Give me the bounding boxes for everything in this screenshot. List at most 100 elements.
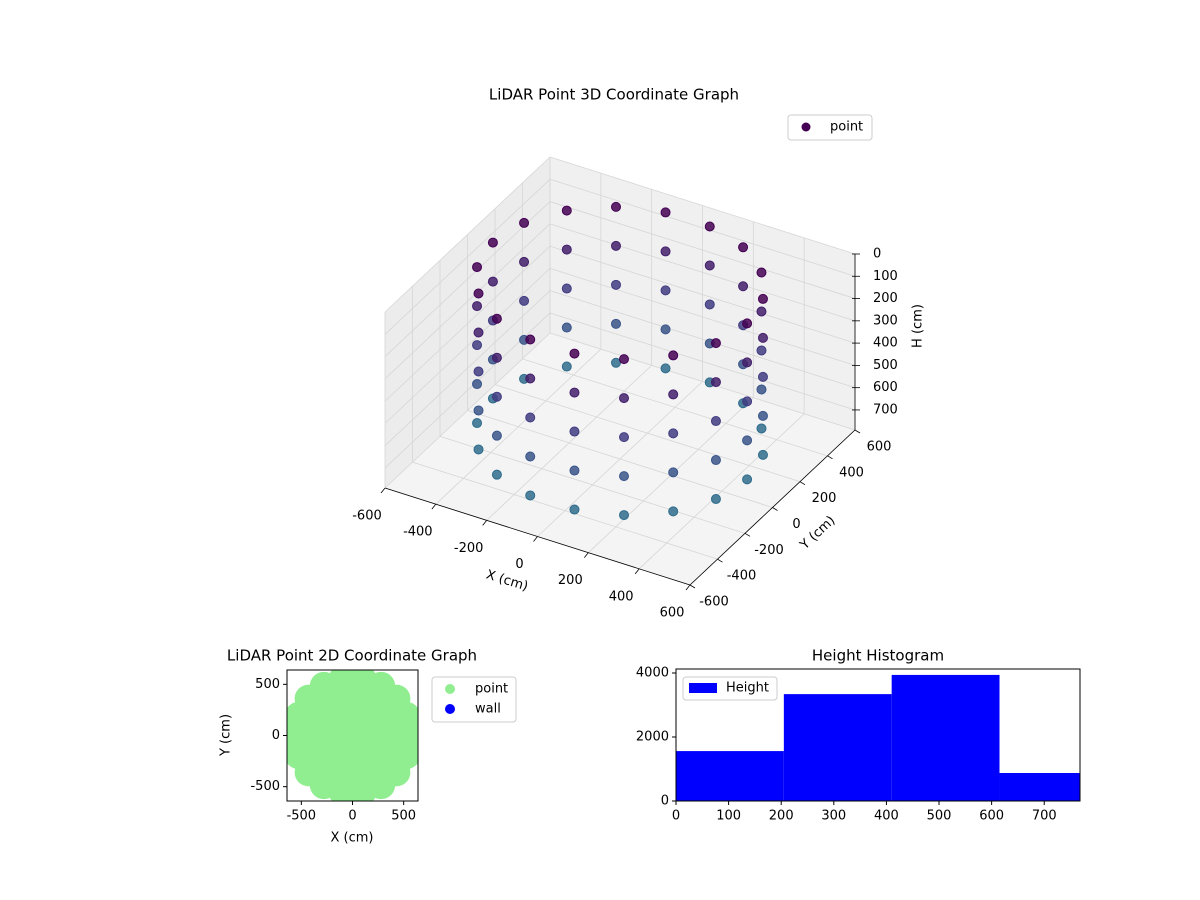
y-tick-label: 4000 <box>636 666 669 681</box>
point <box>561 361 572 372</box>
tick-mark <box>854 429 861 434</box>
point <box>525 334 536 345</box>
point <box>742 318 753 329</box>
point <box>473 327 484 338</box>
point <box>491 391 502 402</box>
point <box>473 444 484 455</box>
x-tick-label: 200 <box>769 809 794 824</box>
point <box>757 332 768 343</box>
bar <box>891 674 1000 801</box>
grid-line <box>549 290 856 389</box>
point <box>561 205 572 216</box>
point <box>491 469 502 480</box>
x-tick-label: 600 <box>979 809 1004 824</box>
x-tick-label: 0 <box>672 809 680 824</box>
tick-mark <box>827 455 833 460</box>
point <box>519 295 530 306</box>
bar <box>999 773 1080 801</box>
point <box>738 242 749 253</box>
x-tick-label: 600 <box>660 606 685 621</box>
x-tick-label: 400 <box>874 809 899 824</box>
point <box>660 363 671 374</box>
point <box>704 260 715 271</box>
point <box>619 393 630 404</box>
x-tick-label: -600 <box>352 509 382 524</box>
z-tick-label: 300 <box>873 313 898 328</box>
point <box>742 474 753 485</box>
point <box>668 389 679 400</box>
z-tick-label: 700 <box>873 402 898 417</box>
chart-title: LiDAR Point 2D Coordinate Graph <box>227 647 477 665</box>
point <box>738 281 749 292</box>
z-tick-label: 0 <box>873 247 881 262</box>
point <box>660 207 671 218</box>
point <box>668 467 679 478</box>
grid-line <box>549 201 856 299</box>
point <box>757 410 768 421</box>
chart-histogram: Height Histogram Height 0 100 200 300 400 500 6… <box>636 647 1081 824</box>
point <box>742 396 753 407</box>
point <box>742 435 753 446</box>
y-tick-label: 0 <box>792 517 800 532</box>
point <box>487 276 498 287</box>
y-tick-label: -500 <box>250 779 280 794</box>
point <box>569 426 580 437</box>
y-tick-label: 400 <box>839 465 864 480</box>
legend-marker <box>801 122 811 132</box>
y-tick-label: -600 <box>699 595 729 610</box>
x-tick-label: 200 <box>558 573 583 588</box>
grid-line <box>412 461 718 560</box>
tick-mark <box>584 552 589 558</box>
z-tick-label: 200 <box>873 291 898 306</box>
legend-label: point <box>475 682 508 697</box>
point <box>569 504 580 515</box>
x-tick-label: -500 <box>287 809 317 824</box>
x-tick-label: 0 <box>515 557 523 572</box>
grid-line <box>384 245 551 402</box>
grid-line <box>549 245 856 344</box>
point <box>756 306 767 317</box>
point <box>757 293 768 304</box>
point <box>569 465 580 476</box>
point <box>561 322 572 333</box>
point <box>491 313 502 324</box>
point <box>756 267 767 278</box>
point <box>710 494 721 505</box>
point <box>619 432 630 443</box>
point <box>525 490 536 501</box>
plot-area <box>287 670 418 801</box>
z-tick-label: 100 <box>873 269 898 284</box>
tick-mark <box>772 507 778 511</box>
y-tick-label: -200 <box>754 543 784 558</box>
bar <box>676 751 784 801</box>
tick-mark <box>717 558 723 563</box>
point <box>569 387 580 398</box>
point <box>610 279 621 290</box>
chart-3d: LiDAR Point 3D Coordinate Graph X (cm) Y… <box>352 86 925 621</box>
z-tick-label: 500 <box>873 358 898 373</box>
y-tick-label: -400 <box>727 569 757 584</box>
y-tick-label: 2000 <box>636 730 669 745</box>
x-tick-label: 400 <box>609 589 634 604</box>
tick-mark <box>685 584 691 591</box>
x-tick-label: -400 <box>403 525 433 540</box>
grid-line <box>384 156 551 313</box>
point <box>561 283 572 294</box>
point <box>487 237 498 248</box>
plot-area <box>676 674 1080 801</box>
grid-line <box>549 178 856 277</box>
y-tick-label: 200 <box>812 491 837 506</box>
tick-mark <box>634 568 640 575</box>
grid-line <box>549 268 856 366</box>
grid-line <box>549 223 856 322</box>
legend-marker <box>445 704 455 714</box>
chart-title: LiDAR Point 3D Coordinate Graph <box>489 86 739 104</box>
point <box>660 246 671 257</box>
point <box>519 217 530 228</box>
point <box>704 221 715 232</box>
legend-marker <box>689 683 717 693</box>
point <box>668 350 679 361</box>
point <box>472 301 483 312</box>
grid-line <box>549 312 856 411</box>
